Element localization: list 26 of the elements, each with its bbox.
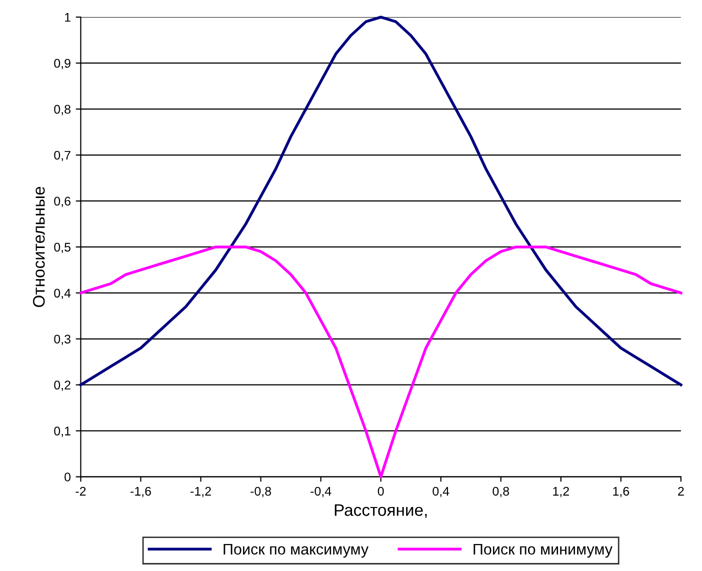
y-tick-label: 0,2 xyxy=(54,380,70,391)
y-tick-label: 0,4 xyxy=(54,288,71,300)
y-axis-title: Относительные xyxy=(32,186,45,308)
legend-label: Поиск по максимуму xyxy=(224,544,369,558)
x-tick-label: 0,8 xyxy=(492,486,510,498)
x-axis-title: Расстояние, xyxy=(334,504,427,518)
x-tick-label: -1,2 xyxy=(190,486,211,498)
x-tick-label: -0,4 xyxy=(310,486,332,498)
legend-label: Поиск по минимуму xyxy=(474,544,612,558)
x-tick-label: 2 xyxy=(678,486,684,496)
x-tick-label: 0,4 xyxy=(432,486,450,498)
x-tick-label: -0,8 xyxy=(250,486,272,498)
y-tick-label: 0,8 xyxy=(54,104,70,116)
y-tick-label: 0 xyxy=(64,472,71,482)
y-tick-label: 1 xyxy=(65,13,70,22)
y-tick-label: 0,9 xyxy=(54,58,70,70)
y-tick-label: 0,5 xyxy=(54,242,70,254)
x-tick-label: 1,2 xyxy=(553,486,569,498)
y-tick-label: 0,3 xyxy=(54,334,70,346)
y-tick-label: 0,7 xyxy=(54,150,70,162)
y-tick-label: 0,1 xyxy=(54,426,70,437)
x-tick-label: -2 xyxy=(76,486,86,496)
x-tick-label: 1,6 xyxy=(613,486,630,498)
x-tick-label: 0 xyxy=(378,486,384,496)
x-tick-label: -1,6 xyxy=(130,486,151,498)
y-tick-label: 0,6 xyxy=(54,196,70,208)
